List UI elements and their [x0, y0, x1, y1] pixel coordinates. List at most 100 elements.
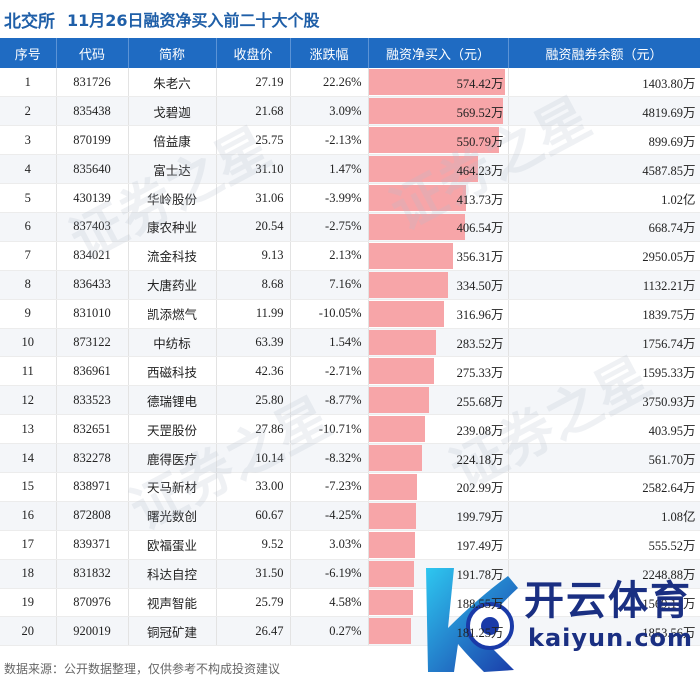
net-buy-table: 序号 代码 简称 收盘价 涨跌幅 融资净买入（元） 融资融券余额（元） 1 831… [0, 38, 700, 647]
row-close-price: 20.54 [216, 212, 291, 242]
table-row: 5 430139 华岭股份 31.06 -3.99% 413.73万 1.02亿 [0, 183, 700, 213]
table-row: 8 836433 大唐药业 8.68 7.16% 334.50万 1132.21万 [0, 270, 700, 300]
row-net-buy: 569.52万 [368, 96, 509, 127]
table-row: 4 835640 富士达 31.10 1.47% 464.23万 4587.85万 [0, 154, 700, 185]
kaiyun-logo: 开云体育 kaiyun.com [418, 548, 700, 680]
net-buy-bar [368, 473, 417, 500]
row-net-buy: 406.54万 [368, 212, 509, 242]
row-close-price: 9.13 [216, 241, 291, 271]
table-row: 9 831010 凯添燃气 11.99 -10.05% 316.96万 1839.75万 [0, 299, 700, 329]
row-index: 15 [0, 472, 57, 502]
net-buy-label: 191.78万 [456, 568, 504, 583]
row-index: 9 [0, 299, 57, 329]
row-balance: 899.69万 [508, 125, 700, 156]
col-header-change: 涨跌幅 [290, 38, 369, 68]
net-buy-label: 197.49万 [456, 539, 504, 554]
net-buy-bar [368, 242, 453, 269]
table-row: 13 832651 天罡股份 27.86 -10.71% 239.08万 403.95万 [0, 414, 700, 445]
table-row: 17 839371 欧福蛋业 9.52 3.03% 197.49万 555.52万 [0, 530, 700, 560]
row-close-price: 25.80 [216, 385, 291, 416]
logo-english-text: kaiyun.com [528, 624, 694, 652]
row-net-buy: 255.68万 [368, 385, 509, 416]
row-balance: 2248.88万 [508, 559, 700, 589]
net-buy-bar [368, 271, 448, 298]
row-index: 3 [0, 125, 57, 156]
row-code: 834021 [56, 241, 129, 271]
row-net-buy: 413.73万 [368, 183, 509, 213]
data-source-note: 数据来源：公开数据整理，仅供参考不构成投资建议 [4, 662, 281, 676]
row-index: 2 [0, 96, 57, 127]
net-buy-bar [368, 531, 416, 558]
row-net-buy: 464.23万 [368, 154, 509, 185]
net-buy-label: 464.23万 [456, 163, 504, 178]
logo-chinese-text: 开云体育 [524, 578, 692, 624]
row-index: 4 [0, 154, 57, 185]
net-buy-label: 239.08万 [456, 423, 504, 438]
net-buy-label: 406.54万 [456, 221, 504, 236]
table-row: 16 872808 曙光数创 60.67 -4.25% 199.79万 1.08亿 [0, 501, 700, 531]
net-buy-label: 275.33万 [456, 365, 504, 380]
row-code: 430139 [56, 183, 129, 213]
row-balance: 2582.64万 [508, 472, 700, 502]
table-row: 2 835438 戈碧迦 21.68 3.09% 569.52万 4819.69万 [0, 96, 700, 127]
row-name: 富士达 [128, 154, 217, 185]
net-buy-bar [368, 127, 499, 154]
net-buy-bar [368, 185, 467, 211]
row-close-price: 33.00 [216, 472, 291, 502]
row-change-pct: -10.05% [290, 299, 369, 329]
table-header-row: 序号 代码 简称 收盘价 涨跌幅 融资净买入（元） 融资融券余额（元） [0, 38, 700, 68]
row-balance: 1403.80万 [508, 68, 700, 98]
row-code: 872808 [56, 501, 129, 531]
row-close-price: 21.68 [216, 96, 291, 127]
row-change-pct: 4.58% [290, 588, 369, 618]
net-buy-bar [368, 589, 414, 616]
row-name: 欧福蛋业 [128, 530, 217, 560]
row-change-pct: 22.26% [290, 68, 369, 98]
row-index: 19 [0, 588, 57, 618]
net-buy-bar [368, 416, 426, 443]
table-row: 12 833523 德瑞锂电 25.80 -8.77% 255.68万 3750.93万 [0, 385, 700, 416]
net-buy-label: 574.42万 [456, 76, 504, 91]
row-net-buy: 202.99万 [368, 472, 509, 502]
row-name: 大唐药业 [128, 270, 217, 300]
row-net-buy: 334.50万 [368, 270, 509, 300]
row-net-buy: 197.49万 [368, 530, 509, 560]
net-buy-bar [368, 69, 505, 96]
net-buy-bar [368, 618, 412, 645]
col-header-code: 代码 [56, 38, 129, 68]
row-net-buy: 283.52万 [368, 328, 509, 358]
row-name: 朱老六 [128, 68, 217, 98]
row-index: 7 [0, 241, 57, 271]
row-change-pct: 2.13% [290, 241, 369, 271]
row-net-buy: 224.18万 [368, 443, 509, 473]
row-balance: 403.95万 [508, 414, 700, 445]
row-balance: 1839.75万 [508, 299, 700, 329]
table-row: 19 870976 视声智能 25.79 4.58% 188.55万 1569.14万 [0, 588, 700, 618]
row-balance: 1756.74万 [508, 328, 700, 358]
row-close-price: 63.39 [216, 328, 291, 358]
row-change-pct: 1.47% [290, 154, 369, 185]
net-buy-bar [368, 387, 430, 414]
row-close-price: 60.67 [216, 501, 291, 531]
row-name: 流金科技 [128, 241, 217, 271]
row-balance: 4819.69万 [508, 96, 700, 127]
row-change-pct: -8.77% [290, 385, 369, 416]
table-row: 18 831832 科达自控 31.50 -6.19% 191.78万 2248.88万 [0, 559, 700, 589]
row-code: 831832 [56, 559, 129, 589]
row-net-buy: 356.31万 [368, 241, 509, 271]
row-change-pct: -2.13% [290, 125, 369, 156]
row-balance: 668.74万 [508, 212, 700, 242]
row-change-pct: -8.32% [290, 443, 369, 473]
row-code: 870976 [56, 588, 129, 618]
row-index: 10 [0, 328, 57, 358]
row-change-pct: 3.09% [290, 96, 369, 127]
row-net-buy: 191.78万 [368, 559, 509, 589]
row-code: 839371 [56, 530, 129, 560]
net-buy-label: 181.25万 [456, 625, 504, 640]
row-balance: 3750.93万 [508, 385, 700, 416]
row-change-pct: -3.99% [290, 183, 369, 213]
row-balance: 1595.33万 [508, 356, 700, 387]
row-net-buy: 316.96万 [368, 299, 509, 329]
net-buy-bar [368, 156, 479, 183]
net-buy-label: 569.52万 [456, 105, 504, 120]
